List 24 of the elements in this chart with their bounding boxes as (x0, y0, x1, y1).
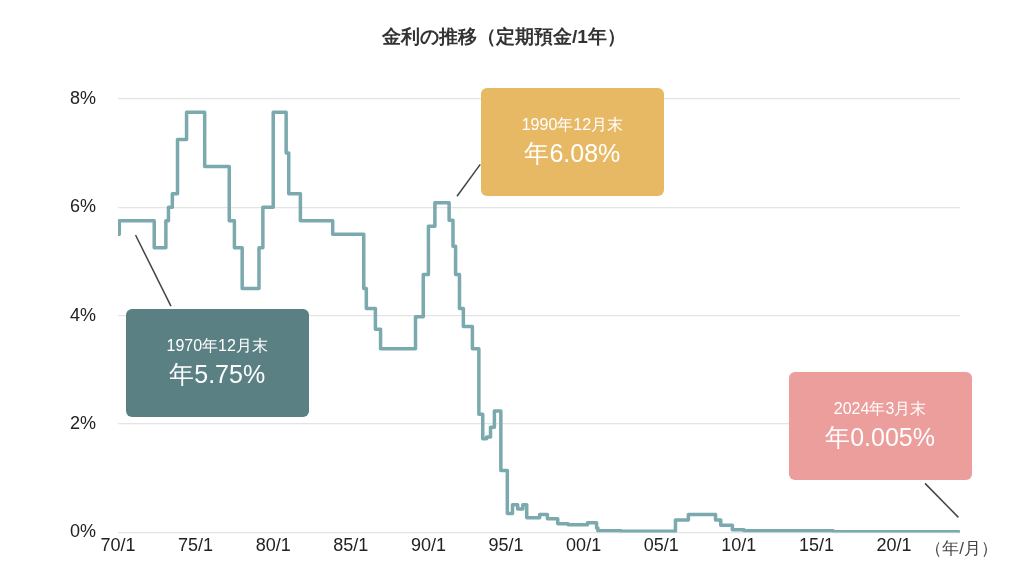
x-tick-label: 70/1 (100, 535, 136, 556)
x-axis-title: （年/月） (925, 538, 998, 558)
x-tick-label: 20/1 (876, 535, 912, 556)
x-tick-label: 85/1 (333, 535, 369, 556)
x-tick-label: 10/1 (721, 535, 757, 556)
annotation: 年0.005% (825, 422, 935, 454)
annotation: 年6.08% (524, 138, 621, 170)
x-tick-label: 95/1 (488, 535, 524, 556)
x-tick-label: 80/1 (255, 535, 291, 556)
annotation: 1990年12月末 (521, 115, 624, 136)
x-tick-label: 15/1 (798, 535, 834, 556)
annotation: 2024年3月末 (833, 399, 927, 420)
y-tick-label: 6% (70, 196, 97, 217)
y-tick-label: 2% (70, 412, 97, 433)
x-tick-label: 75/1 (178, 535, 214, 556)
y-tick-label: 4% (70, 304, 97, 325)
chart-title: 金利の推移（定期預金/1年） (381, 25, 626, 47)
y-tick-label: 0% (70, 521, 97, 542)
annotation: 年5.75% (169, 359, 266, 391)
x-tick-label: 05/1 (643, 535, 679, 556)
x-tick-label: 00/1 (566, 535, 602, 556)
x-tick-label: 90/1 (410, 535, 446, 556)
y-tick-label: 8% (70, 87, 97, 108)
annotation: 1970年12月末 (166, 336, 268, 357)
